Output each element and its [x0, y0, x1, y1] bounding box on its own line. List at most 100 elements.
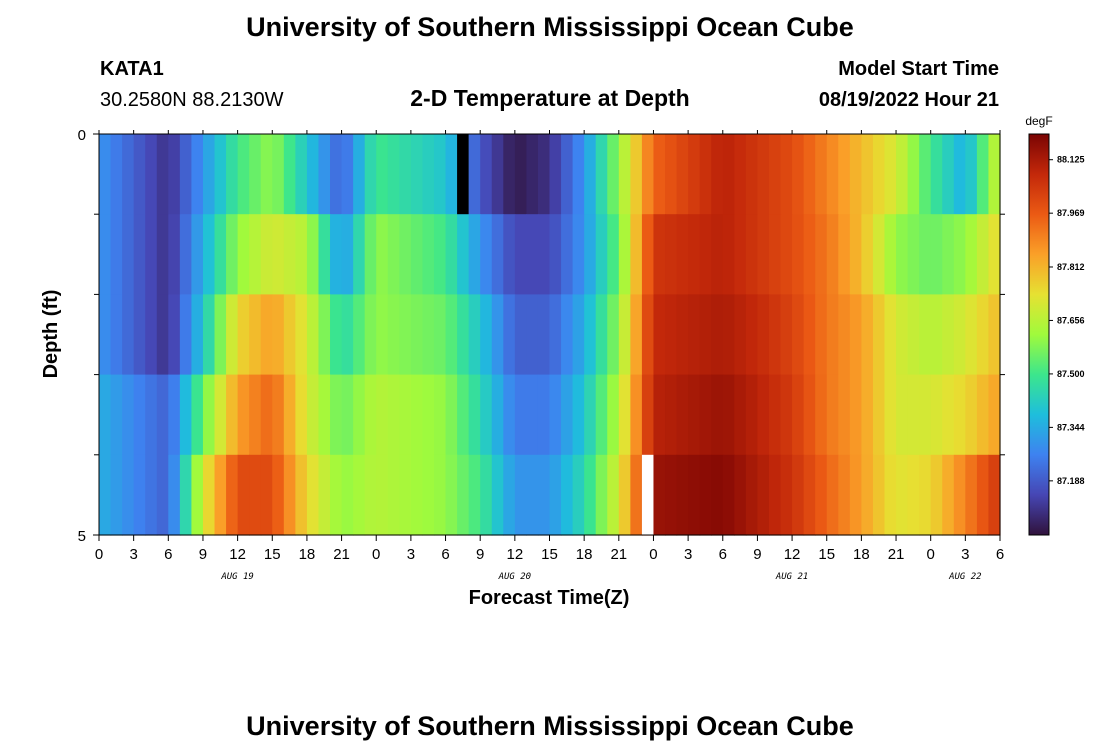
heatmap-cell — [249, 294, 262, 376]
heatmap-cell — [168, 374, 181, 456]
heatmap-cell — [295, 214, 308, 295]
heatmap-cell — [815, 294, 828, 376]
heatmap-cell — [399, 134, 412, 215]
heatmap-cell — [976, 214, 990, 295]
heatmap-cell — [468, 374, 481, 456]
heatmap-cell — [688, 134, 701, 215]
heatmap-cell — [491, 214, 504, 295]
x-tick-label: 6 — [719, 546, 727, 563]
heatmap-cell — [699, 294, 712, 376]
x-tick-label: 12 — [229, 546, 246, 563]
heatmap-cell — [156, 214, 169, 295]
heatmap-cell — [607, 374, 620, 456]
heatmap-cell — [202, 134, 216, 215]
heatmap-cell — [330, 454, 343, 536]
heatmap-cell — [561, 294, 574, 376]
heatmap-cell — [976, 134, 990, 215]
heatmap-cell — [306, 214, 320, 295]
heatmap-cell — [433, 374, 447, 456]
heatmap-cell — [953, 374, 966, 456]
heatmap-cell — [410, 134, 424, 215]
heatmap-cell — [399, 374, 412, 456]
heatmap-cell — [364, 454, 377, 536]
heatmap-cell — [780, 214, 793, 295]
heatmap-cell — [295, 134, 308, 215]
x-tick-label: 15 — [264, 546, 281, 563]
heatmap-cell — [884, 214, 897, 295]
heatmap-cell — [595, 454, 608, 536]
heatmap-cell — [537, 294, 551, 376]
heatmap-cell — [122, 294, 135, 376]
heatmap-cell — [226, 374, 239, 456]
heatmap-cell — [445, 454, 458, 536]
heatmap-cell — [803, 294, 816, 376]
heatmap-cell — [422, 454, 435, 536]
heatmap-cell — [653, 374, 666, 456]
heatmap-cell — [237, 214, 250, 295]
heatmap-cell — [491, 454, 504, 536]
heatmap-cell — [433, 454, 447, 536]
heatmap-cell — [919, 214, 932, 295]
heatmap-cell — [491, 134, 504, 215]
heatmap-cell — [965, 374, 978, 456]
y-axis-label: Depth (ft) — [40, 290, 62, 379]
heatmap-cell — [919, 294, 932, 376]
heatmap-cell — [202, 294, 216, 376]
x-tick-label: 18 — [576, 546, 593, 563]
heatmap-cell — [526, 134, 539, 215]
model-start-label: Model Start Time — [838, 58, 999, 80]
heatmap-cell — [537, 214, 551, 295]
heatmap-cell — [953, 214, 966, 295]
heatmap-cell — [896, 454, 909, 536]
heatmap-cell — [561, 214, 574, 295]
x-date-label: AUG 19 — [220, 572, 254, 582]
heatmap-cell — [815, 134, 828, 215]
heatmap-cell — [202, 374, 216, 456]
heatmap-cell — [283, 454, 296, 536]
heatmap-cell — [433, 134, 447, 215]
heatmap-cell — [156, 374, 169, 456]
heatmap-cell — [930, 214, 943, 295]
x-tick-label: 3 — [407, 546, 415, 563]
heatmap-cell — [387, 454, 400, 536]
heatmap-cell — [953, 134, 966, 215]
heatmap-cell — [768, 374, 782, 456]
heatmap-cell — [168, 134, 181, 215]
heatmap-cell — [145, 134, 158, 215]
heatmap-cell — [907, 294, 920, 376]
heatmap-cell — [491, 374, 504, 456]
nodata-cells — [457, 134, 654, 535]
heatmap-cell — [676, 134, 689, 215]
heatmap-cell — [561, 374, 574, 456]
heatmap-cell — [122, 134, 135, 215]
heatmap-cell — [607, 454, 620, 536]
heatmap-cell — [168, 214, 181, 295]
x-tick-label: 9 — [199, 546, 207, 563]
x-axis: 0 3 6 9 12 15 18 21 0 3 6 9 12 15 18 21 0 3 6 9 12 15 18 21 0 3 6 A… — [95, 130, 1004, 582]
heatmap-cell — [618, 214, 631, 295]
heatmap-cell — [237, 294, 250, 376]
heatmap-cell — [630, 294, 643, 376]
heatmap-cell — [122, 214, 135, 295]
heatmap-cell — [283, 134, 296, 215]
heatmap-cell — [133, 134, 146, 215]
heatmap-cell — [803, 214, 816, 295]
heatmap-cell — [757, 374, 770, 456]
heatmap-cell — [711, 134, 724, 215]
heatmap-cell — [884, 294, 897, 376]
nodata-cell — [641, 454, 654, 535]
heatmap-cell — [688, 374, 701, 456]
heatmap-cell — [838, 214, 851, 295]
heatmap-cell — [641, 294, 655, 376]
heatmap-cell — [191, 374, 204, 456]
heatmap-cell — [849, 214, 862, 295]
heatmap-cell — [526, 294, 539, 376]
heatmap-cell — [122, 454, 135, 536]
heatmap-cell — [711, 214, 724, 295]
heatmap-cell — [699, 374, 712, 456]
heatmap-cell — [988, 294, 1001, 376]
heatmap-cell — [572, 454, 585, 536]
heatmap-cell — [410, 214, 424, 295]
heatmap-cell — [745, 294, 759, 376]
heatmap-cell — [734, 454, 747, 536]
